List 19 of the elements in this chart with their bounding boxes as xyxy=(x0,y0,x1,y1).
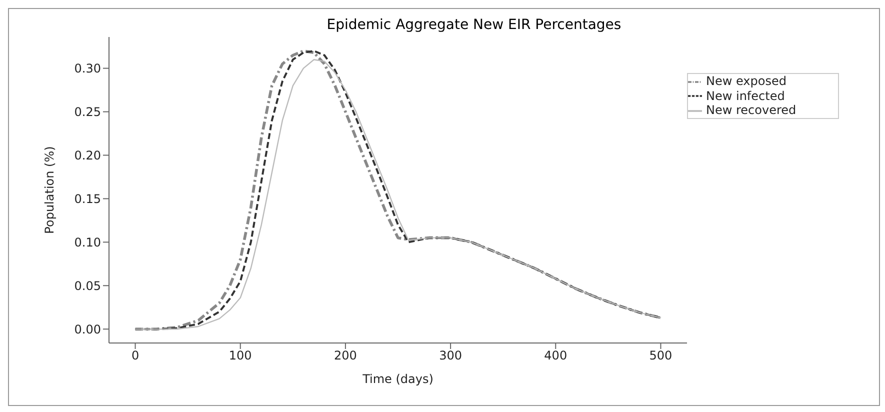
x-tick-label: 0 xyxy=(131,348,140,363)
chart-title: Epidemic Aggregate New EIR Percentages xyxy=(326,17,622,33)
legend-label: New exposed xyxy=(706,74,786,88)
legend-label: New recovered xyxy=(706,103,796,118)
x-tick-label: 400 xyxy=(544,348,568,363)
y-axis-title: Population (%) xyxy=(42,146,56,234)
y-tick-label: 0.10 xyxy=(74,235,101,250)
y-tick-label: 0.25 xyxy=(74,105,101,120)
legend-label: New infected xyxy=(706,88,785,103)
y-tick-label: 0.30 xyxy=(74,62,101,76)
x-tick-label: 200 xyxy=(334,348,357,363)
x-tick-label: 300 xyxy=(439,348,462,363)
y-tick-label: 0.20 xyxy=(74,148,101,162)
x-tick-label: 500 xyxy=(649,348,672,363)
x-axis-title: Time (days) xyxy=(362,372,434,386)
x-tick-label: 100 xyxy=(228,348,252,363)
y-tick-label: 0.05 xyxy=(74,278,101,293)
y-tick-label: 0.15 xyxy=(74,192,101,206)
y-tick-label: 0.00 xyxy=(74,322,101,336)
